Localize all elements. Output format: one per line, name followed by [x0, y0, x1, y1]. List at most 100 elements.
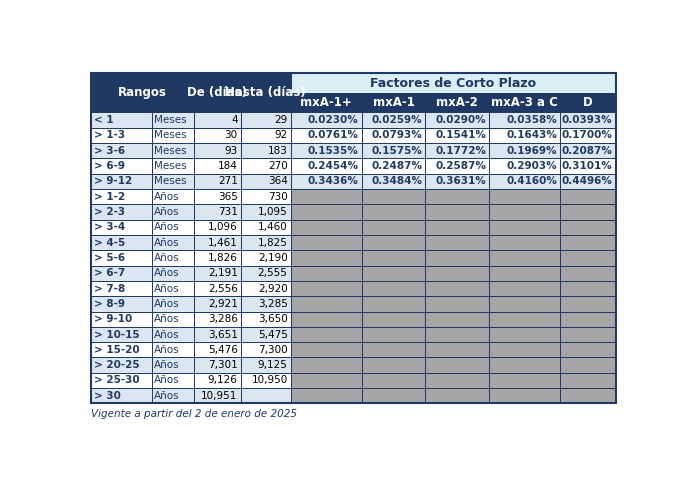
Text: 0.2454%: 0.2454%: [308, 161, 359, 171]
Bar: [194, 357, 241, 373]
Text: mxA-2: mxA-2: [436, 96, 478, 109]
Text: 0.1575%: 0.1575%: [372, 146, 423, 156]
Bar: [489, 93, 560, 112]
Bar: [194, 250, 241, 265]
Bar: [362, 220, 425, 235]
Bar: [362, 281, 425, 296]
Text: 0.2487%: 0.2487%: [371, 161, 423, 171]
Bar: [362, 373, 425, 388]
Text: 2,920: 2,920: [258, 283, 288, 294]
Bar: [291, 388, 362, 403]
Text: Vigente a partir del 2 de enero de 2025: Vigente a partir del 2 de enero de 2025: [91, 409, 297, 419]
Bar: [241, 296, 291, 312]
Bar: [241, 74, 291, 112]
Text: 1,461: 1,461: [207, 238, 238, 247]
Bar: [91, 220, 153, 235]
Text: 9,125: 9,125: [258, 360, 288, 370]
Bar: [91, 357, 153, 373]
Bar: [153, 158, 194, 174]
Bar: [362, 327, 425, 342]
Text: 2,921: 2,921: [207, 299, 238, 309]
Bar: [489, 174, 560, 189]
Bar: [362, 342, 425, 357]
Bar: [291, 281, 362, 296]
Text: 0.2587%: 0.2587%: [435, 161, 486, 171]
Bar: [194, 128, 241, 143]
Text: Meses: Meses: [155, 161, 187, 171]
Bar: [425, 281, 489, 296]
Text: Años: Años: [155, 207, 180, 217]
Bar: [362, 174, 425, 189]
Bar: [194, 312, 241, 327]
Text: > 5-6: > 5-6: [94, 253, 126, 263]
Text: > 7-8: > 7-8: [94, 283, 126, 294]
Bar: [91, 235, 153, 250]
Text: > 3-6: > 3-6: [94, 146, 126, 156]
Bar: [560, 373, 616, 388]
Bar: [425, 388, 489, 403]
Bar: [241, 265, 291, 281]
Bar: [153, 312, 194, 327]
Bar: [560, 235, 616, 250]
Text: < 1: < 1: [94, 115, 114, 125]
Bar: [91, 388, 153, 403]
Bar: [560, 205, 616, 220]
Text: 0.0761%: 0.0761%: [308, 131, 359, 140]
Text: Años: Años: [155, 375, 180, 385]
Text: 0.1535%: 0.1535%: [308, 146, 359, 156]
Bar: [489, 205, 560, 220]
Text: > 2-3: > 2-3: [94, 207, 126, 217]
Bar: [362, 296, 425, 312]
Bar: [91, 281, 153, 296]
Bar: [362, 189, 425, 205]
Text: 9,126: 9,126: [207, 375, 238, 385]
Text: 0.2903%: 0.2903%: [506, 161, 557, 171]
Text: Años: Años: [155, 192, 180, 202]
Text: 0.0793%: 0.0793%: [372, 131, 423, 140]
Text: 2,555: 2,555: [258, 268, 288, 278]
Bar: [560, 143, 616, 158]
Text: Hasta (días): Hasta (días): [225, 86, 306, 99]
Bar: [560, 128, 616, 143]
Text: 3,650: 3,650: [258, 314, 288, 324]
Text: > 9-12: > 9-12: [94, 176, 133, 187]
Bar: [291, 93, 362, 112]
Bar: [489, 296, 560, 312]
Bar: [241, 373, 291, 388]
Text: > 9-10: > 9-10: [94, 314, 133, 324]
Bar: [489, 281, 560, 296]
Bar: [153, 327, 194, 342]
Text: 0.3436%: 0.3436%: [308, 176, 359, 187]
Bar: [489, 373, 560, 388]
Bar: [362, 93, 425, 112]
Bar: [194, 205, 241, 220]
Text: 0.1700%: 0.1700%: [561, 131, 612, 140]
Bar: [91, 250, 153, 265]
Bar: [425, 342, 489, 357]
Bar: [425, 220, 489, 235]
Text: mxA-1: mxA-1: [372, 96, 414, 109]
Bar: [241, 112, 291, 128]
Text: > 15-20: > 15-20: [94, 345, 140, 355]
Bar: [241, 128, 291, 143]
Text: 0.3631%: 0.3631%: [436, 176, 486, 187]
Bar: [489, 189, 560, 205]
Bar: [362, 235, 425, 250]
Bar: [194, 342, 241, 357]
Text: > 3-4: > 3-4: [94, 222, 126, 232]
Text: Años: Años: [155, 345, 180, 355]
Bar: [241, 388, 291, 403]
Text: 7,301: 7,301: [208, 360, 238, 370]
Bar: [194, 158, 241, 174]
Bar: [291, 265, 362, 281]
Text: Meses: Meses: [155, 115, 187, 125]
Text: > 20-25: > 20-25: [94, 360, 140, 370]
Text: Años: Años: [155, 283, 180, 294]
Bar: [241, 342, 291, 357]
Text: 0.0230%: 0.0230%: [308, 115, 359, 125]
Text: 29: 29: [274, 115, 288, 125]
Bar: [560, 388, 616, 403]
Text: > 25-30: > 25-30: [94, 375, 140, 385]
Bar: [560, 296, 616, 312]
Text: Años: Años: [155, 238, 180, 247]
